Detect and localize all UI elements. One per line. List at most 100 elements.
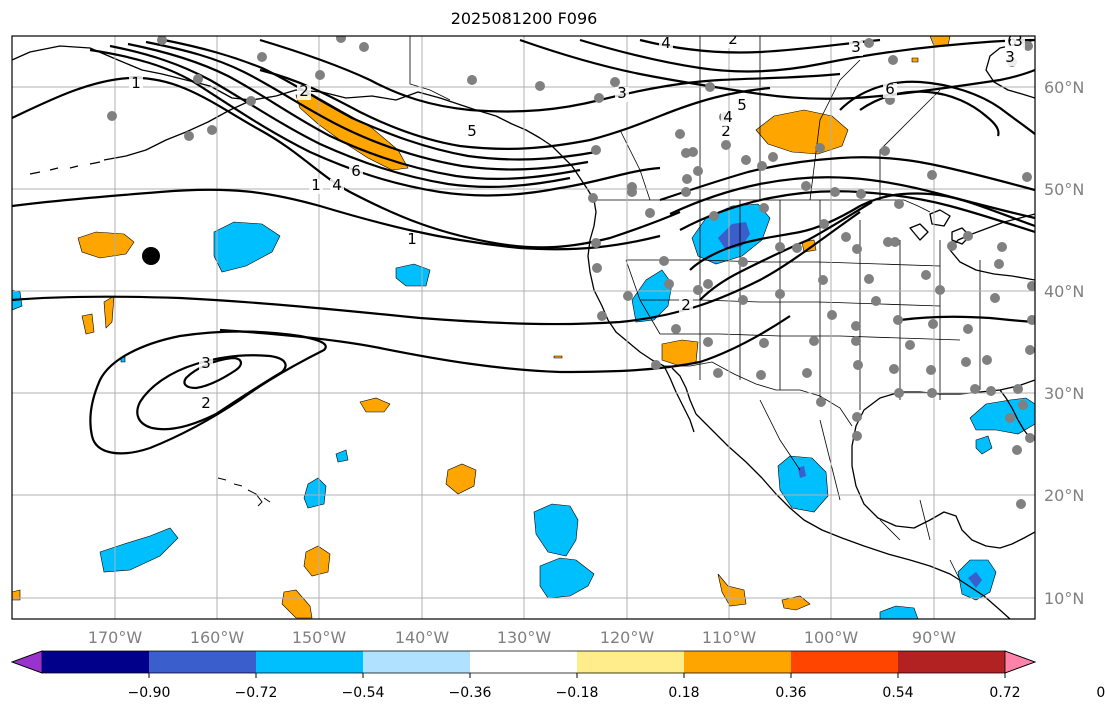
colorbar-bin [363,651,470,673]
contour-low-middle [136,354,287,431]
contour-label-text: 3 [201,354,211,372]
lat-tick-label: 30°N [1044,384,1084,403]
contour-ridge-nested-1 [89,48,661,197]
contour-label: 1 [309,176,323,194]
contour-label: 3 [615,84,629,102]
colorbar-bin [256,651,363,673]
contour-label-text: 2 [728,30,738,48]
lon-tick-label: 120°W [600,628,655,647]
contour-label: 2 [719,122,733,140]
contour-label-text: 5 [467,122,477,140]
us-mexico-border [664,361,853,427]
colorbar-outline [10,650,1037,674]
contour-ridge-nested-6 [259,68,771,150]
contour-east-lower [899,315,1035,324]
anomaly-darkblue-central-america [968,572,982,588]
anomaly-orange-hawaii-south [303,545,331,577]
mexico-state-lines [759,399,961,581]
contour-mid-pacific-2 [219,315,791,374]
anomaly-blue-hawaii-east [303,477,327,509]
anomaly-blue-great-basin [631,269,673,323]
mexico-west-coast [695,413,1011,619]
contour-label-text: 4 [661,34,671,52]
contour-ridge-nested-2 [109,44,571,188]
contour-label-text: 5 [737,96,747,114]
contour-label: 1 [129,74,143,92]
contour-upper-1 [259,38,841,113]
anomaly-blue-hawaii-small [335,449,349,463]
map-frame [11,35,1036,620]
contour-ridge-nested-5 [163,38,597,161]
contour-ridge-nested-3 [127,42,581,180]
anomaly-blue-mexico [777,455,829,513]
anomaly-orange-tiny [553,355,563,359]
contour-low-outer [89,330,327,455]
alaska-canada-border [409,36,451,101]
contour-label: 1 [405,230,419,248]
anomaly-orange-east-pacific [445,463,477,495]
anomaly-blue-south-pacific-1 [99,527,179,573]
anomaly-orange-mid-pacific [359,397,391,413]
highlight-point-marker [142,247,160,265]
contour-label: 3 [1003,48,1017,66]
contour-label: 6 [883,80,897,98]
contour-label-text: 2 [721,122,731,140]
contour-label: 3 [199,354,213,372]
contour-label: 5 [465,122,479,140]
anomaly-orange-bottom-3 [781,595,811,611]
contour-upper-4 [639,38,881,54]
anomaly-orange-plains [801,239,817,253]
contour-label: 5 [735,96,749,114]
contour-pacific-hump [12,188,661,251]
anomaly-blue-gulf-small [975,435,993,455]
colorbar-tick-label: 0.36 [775,685,806,701]
contour-label-text: 4 [723,108,733,126]
colorbar-tick-label: 0.72 [989,685,1020,701]
contour-mid-pacific-1 [12,211,861,326]
colorbar-tick-label: 0.18 [668,685,699,701]
colorbar-tick-label: −0.72 [235,685,278,701]
colorbar-bin [470,651,577,673]
colorbar-tick-label: −0.54 [342,685,385,701]
contour-label: 4 [330,176,344,194]
contour-label: 4 [721,108,735,126]
anomaly-darkblue-mexico [798,466,806,478]
us-west-coast [587,199,665,367]
aleutian-islands [29,161,101,175]
lon-tick-label: 110°W [702,628,757,647]
plot-title: 2025081200 F096 [450,9,598,28]
anomaly-orange-canada-small [911,57,919,63]
east-canada-coast [949,213,1035,281]
lat-tick-label: 40°N [1044,282,1084,301]
contour-low-inner [183,356,242,390]
lat-tick-label: 60°N [1044,78,1084,97]
contour-upper-3 [579,38,1035,73]
contour-label-text: 2 [299,82,309,100]
anomaly-orange-canada [755,109,849,155]
anomaly-orange-baja [661,339,699,367]
contour-label-text: 3 [1005,48,1015,66]
lon-tick-label: 100°W [804,628,859,647]
contour-labels: 1234561234561232345632 [129,30,1025,412]
contour-upper-2 [519,38,1035,100]
canada-province-lines [619,36,941,201]
colorbar-tick-label: −0.18 [556,685,599,701]
positive-anomaly-areas [12,36,951,619]
latitude-axis: 60°N 50°N 40°N 30°N 20°N 10°N [1044,78,1084,608]
colorbar: −0.90 −0.72 −0.54 −0.36 −0.18 0.18 0.36 0.54 0.7… [10,650,1105,701]
contour-label: 2 [199,394,213,412]
contour-label: 3 [849,38,863,56]
colorbar-extend-high [1004,650,1037,674]
contour-label-text: 1 [407,230,417,248]
colorbar-bin [684,651,791,673]
station-markers [107,36,1035,509]
colorbar-extend-low [10,650,43,674]
contour-sw-trough-2 [699,201,873,301]
colorbar-tick-label: 0.90 [1096,685,1105,701]
lat-tick-label: 50°N [1044,180,1084,199]
contour-label: 3 [1011,36,1025,50]
contour-label: 2 [297,82,311,100]
contour-label: 6 [349,162,363,180]
graticule [12,36,1035,619]
